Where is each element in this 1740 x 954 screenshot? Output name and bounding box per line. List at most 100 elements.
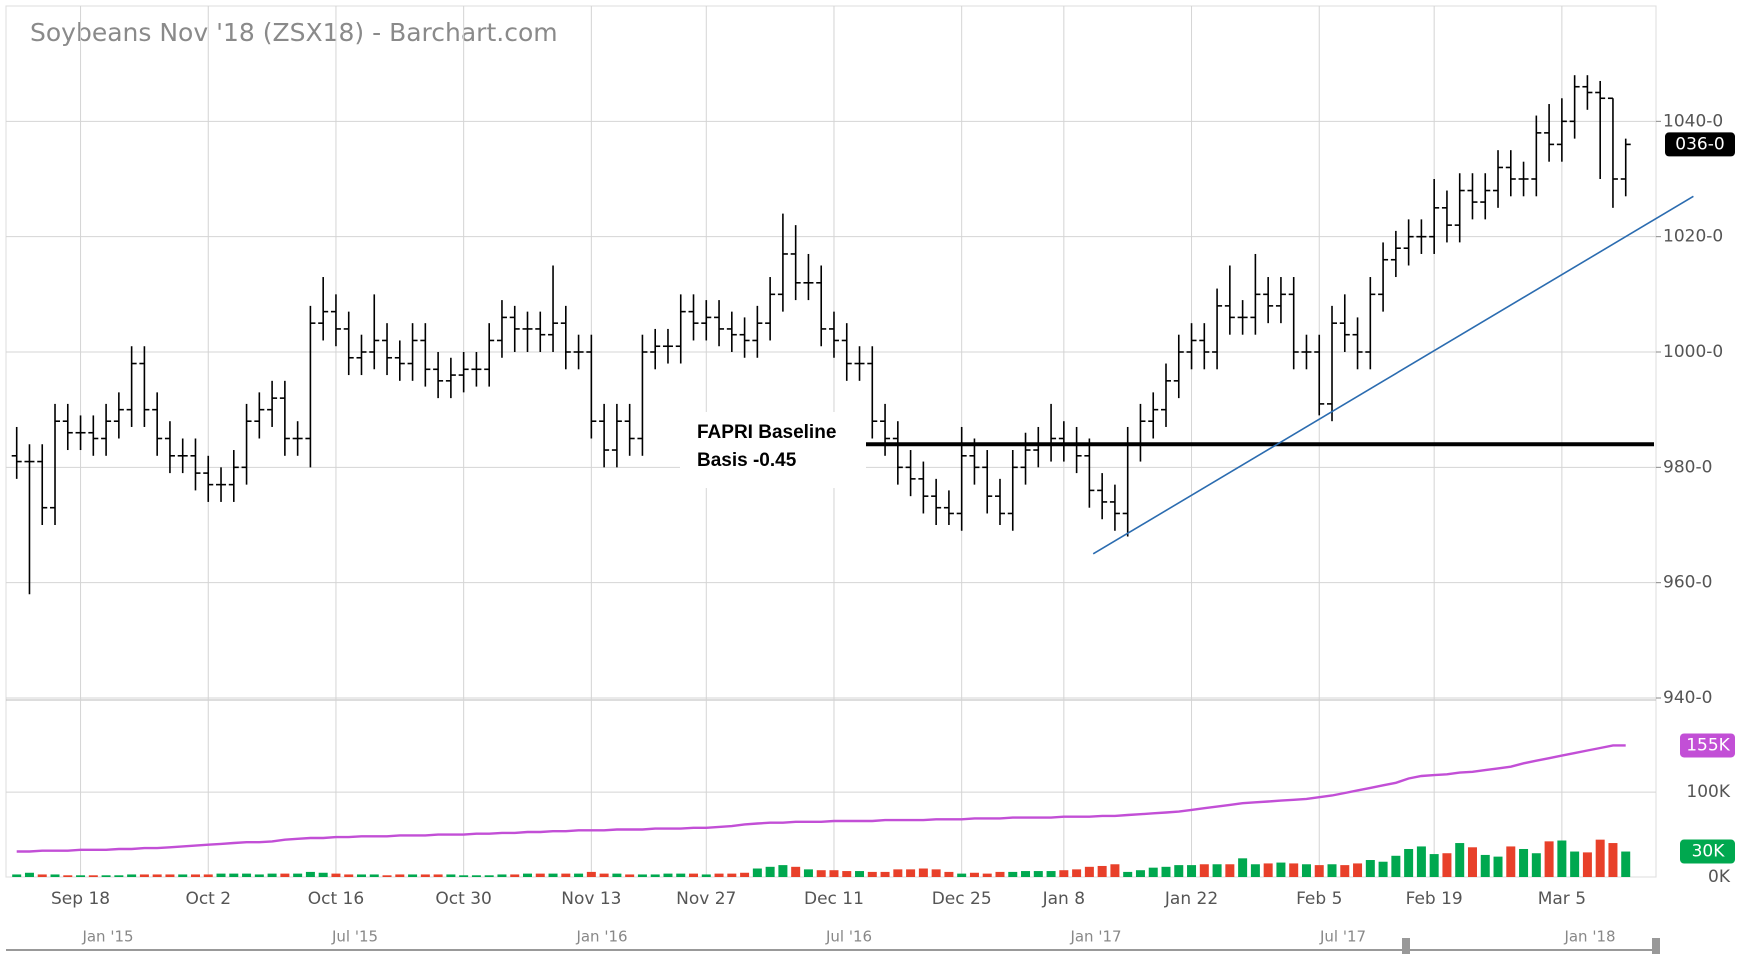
volume-bar <box>637 874 647 877</box>
volume-bar <box>101 875 111 877</box>
volume-bar <box>1263 863 1273 877</box>
volume-bar <box>1506 846 1516 877</box>
volume-bar <box>880 871 890 877</box>
volume-bar <box>165 874 175 877</box>
x-tick-label: Dec 11 <box>804 889 864 909</box>
volume-bar <box>446 874 456 877</box>
y-tick-label: 940-0 <box>1663 688 1712 708</box>
volume-bar <box>1059 870 1069 877</box>
volume-bar <box>203 874 213 877</box>
x-tick-label: Nov 13 <box>561 889 621 909</box>
volume-bar <box>957 873 967 877</box>
volume-bar <box>1557 840 1567 877</box>
volume-bar <box>1110 864 1120 877</box>
volume-bar <box>139 874 149 877</box>
volume-bar <box>1314 865 1324 877</box>
volume-bar <box>1378 861 1388 877</box>
volume-bar <box>1429 854 1439 877</box>
volume-bar <box>1276 862 1286 877</box>
annotation-box <box>680 412 866 488</box>
navigator-handle[interactable] <box>1652 938 1660 954</box>
volume-tag <box>1680 839 1735 864</box>
volume-bar <box>1340 865 1350 877</box>
x-tick-label: Oct 16 <box>308 889 364 909</box>
volume-bar <box>1404 848 1414 877</box>
volume-bar <box>1493 856 1503 877</box>
volume-bar <box>1289 863 1299 877</box>
volume-bar <box>356 874 366 877</box>
volume-bar <box>931 869 941 877</box>
volume-bar <box>1531 853 1541 877</box>
x-tick-label: Jan 22 <box>1164 889 1218 909</box>
volume-bar <box>982 873 992 877</box>
volume-bar <box>1391 855 1401 877</box>
volume-bar <box>420 874 430 877</box>
volume-bar <box>178 874 188 877</box>
navigator-handle[interactable] <box>1402 938 1410 954</box>
navigator-label: Jan '16 <box>575 928 627 946</box>
volume-bar <box>216 873 226 877</box>
annotation-text: Basis -0.45 <box>697 450 797 471</box>
open-interest-label: 155K <box>1686 735 1730 755</box>
volume-bar <box>1519 848 1529 877</box>
volume-bar <box>867 871 877 877</box>
volume-bar <box>267 873 277 877</box>
volume-bar <box>1072 869 1082 877</box>
volume-bar <box>254 874 264 877</box>
volume-bar <box>484 875 494 877</box>
volume-bar <box>1008 871 1018 877</box>
volume-bar <box>650 874 660 877</box>
volume-bar <box>1544 841 1554 877</box>
volume-bar <box>152 874 162 877</box>
volume-bar <box>829 870 839 877</box>
volume-bar <box>344 874 354 877</box>
volume-tick-label: 100K <box>1686 782 1730 802</box>
volume-bar <box>714 873 724 877</box>
annotation-text: FAPRI Baseline <box>697 422 836 443</box>
volume-bar <box>408 874 418 877</box>
volume-bar <box>752 868 762 877</box>
volume-bar <box>625 874 635 877</box>
volume-bar <box>305 871 315 877</box>
volume-bar <box>1225 864 1235 877</box>
volume-bar <box>1327 864 1337 877</box>
y-tick-label: 1000-0 <box>1663 342 1723 362</box>
navigator-label: Jan '15 <box>81 928 133 946</box>
volume-bar <box>382 875 392 877</box>
volume-bar <box>1416 846 1426 877</box>
trendline <box>1092 195 1694 555</box>
volume-bar <box>1148 867 1158 877</box>
y-tick-label: 960-0 <box>1663 573 1712 593</box>
volume-bar <box>663 873 673 877</box>
volume-bar <box>535 873 545 877</box>
volume-bar <box>944 871 954 877</box>
volume-bar <box>599 873 609 877</box>
volume-bar <box>803 869 813 877</box>
last-price-tag <box>1665 132 1735 157</box>
volume-bar <box>318 872 328 877</box>
x-tick-label: Nov 27 <box>676 889 736 909</box>
volume-bar <box>1084 866 1094 877</box>
volume-bar <box>561 873 571 877</box>
volume-bar <box>88 875 98 877</box>
volume-bar <box>229 873 239 877</box>
volume-bar <box>1212 864 1222 877</box>
volume-bar <box>190 874 200 877</box>
navigator-label: Jul '16 <box>825 928 872 946</box>
x-tick-label: Mar 5 <box>1538 889 1586 909</box>
navigator-label: Jan '18 <box>1563 928 1615 946</box>
volume-bar <box>778 865 788 877</box>
volume-label: 30K <box>1692 842 1726 862</box>
volume-bar <box>727 873 737 877</box>
volume-bar <box>12 874 22 877</box>
volume-bar <box>548 873 558 877</box>
volume-bar <box>1582 852 1592 877</box>
volume-bar <box>842 871 852 877</box>
navigator-label: Jan '17 <box>1069 928 1121 946</box>
navigator-label: Jul '17 <box>1319 928 1366 946</box>
volume-bar <box>37 874 47 877</box>
volume-bar <box>1570 851 1580 877</box>
volume-bar <box>510 874 520 877</box>
volume-bar <box>497 874 507 877</box>
